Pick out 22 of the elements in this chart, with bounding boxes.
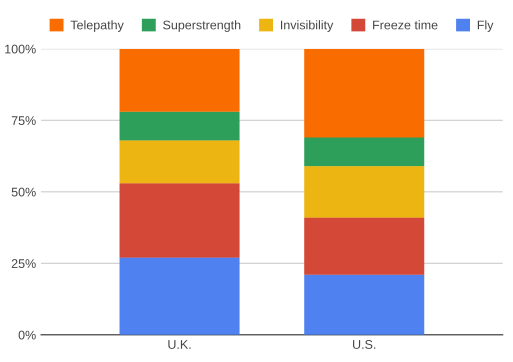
bar <box>304 218 424 275</box>
bar <box>120 183 240 258</box>
x-tick-label: U.K. <box>168 340 191 349</box>
y-tick-label: 0% <box>18 330 36 340</box>
x-tick-label: U.S. <box>353 340 376 349</box>
y-tick-label: 50% <box>12 188 36 197</box>
legend-label: Fly <box>478 20 494 32</box>
bar <box>120 140 240 184</box>
legend-label: Freeze time <box>373 20 438 30</box>
bar <box>120 48 240 112</box>
bar <box>304 48 424 138</box>
legend-label: Telepathy <box>70 20 124 32</box>
bar <box>304 138 424 166</box>
y-tick-label: 100% <box>5 44 36 54</box>
bar <box>304 274 424 335</box>
y-tick-label: 75% <box>12 116 36 126</box>
bar <box>120 112 240 140</box>
legend-label: Superstrength <box>163 20 240 32</box>
y-tick-label: 25% <box>12 259 36 268</box>
legend-label: Invisibility <box>280 20 334 32</box>
bar <box>304 166 424 218</box>
bar <box>120 258 240 335</box>
